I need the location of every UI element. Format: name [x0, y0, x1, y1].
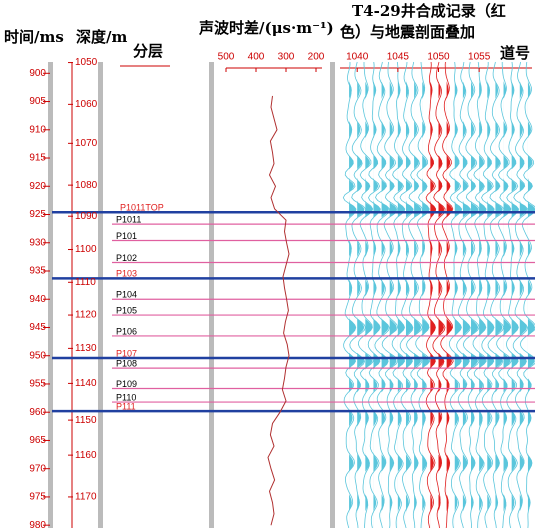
layer-label: P108 — [116, 359, 137, 369]
depth-tick-label: 1130 — [75, 343, 97, 354]
track-divider — [48, 62, 53, 528]
sonic-tick-label: 200 — [308, 52, 325, 63]
trace-fill — [479, 62, 486, 528]
time-tick-label: 980 — [29, 520, 46, 528]
layer-label: P1011TOP — [120, 203, 164, 213]
depth-tick-label: 1050 — [75, 57, 98, 68]
layer-label: P107 — [116, 348, 137, 358]
sonic-header: 声波时差/(μs·m⁻¹) — [198, 19, 334, 37]
layer-label: P103 — [116, 269, 137, 279]
sonic-tick-label: 400 — [248, 52, 265, 63]
depth-tick-label: 1090 — [75, 211, 98, 222]
track-divider — [98, 62, 103, 528]
figure: 时间/ms 深度/m 分层 声波时差/(μs·m⁻¹) T4-29井合成记录（红… — [0, 0, 535, 528]
sonic-tick-label: 500 — [218, 52, 235, 63]
layer-header: 分层 — [133, 42, 163, 60]
trace-tick-label: 1040 — [346, 52, 369, 63]
sonic-tick-label: 300 — [278, 52, 295, 63]
depth-tick-label: 1110 — [75, 277, 96, 288]
synthetic-header: T4-29井合成记录（红 — [352, 2, 506, 20]
depth-tick-label: 1070 — [75, 138, 98, 149]
synthetic-header: 色）与地震剖面叠加 — [340, 23, 475, 41]
layer-label: P109 — [116, 379, 137, 389]
trace-header: 道号 — [500, 44, 530, 62]
depth-header: 深度/m — [76, 28, 127, 46]
depth-tick-label: 1160 — [75, 450, 97, 461]
track-divider — [330, 62, 335, 528]
trace-fill — [455, 62, 462, 528]
layer-label: P101 — [116, 231, 137, 241]
layer-label: P105 — [116, 305, 137, 315]
depth-tick-label: 1140 — [75, 378, 97, 389]
track-divider — [209, 62, 214, 528]
depth-tick-label: 1120 — [75, 310, 97, 321]
trace-tick-label: 1050 — [427, 52, 450, 63]
time-header: 时间/ms — [4, 28, 64, 46]
trace-tick-label: 1055 — [468, 52, 491, 63]
layer-label: P102 — [116, 253, 137, 263]
trace-fill — [398, 62, 405, 528]
sonic-curve — [268, 96, 289, 525]
trace-tick-label: 1045 — [387, 52, 410, 63]
depth-tick-label: 1060 — [75, 99, 98, 110]
layer-label: P1011 — [116, 214, 141, 224]
layer-label: P111 — [116, 401, 136, 411]
depth-tick-label: 1100 — [75, 244, 97, 255]
trace-wiggle — [520, 62, 535, 528]
depth-tick-label: 1170 — [75, 492, 97, 503]
depth-tick-label: 1150 — [75, 415, 97, 426]
trace-fill — [422, 62, 429, 528]
depth-tick-label: 1080 — [75, 180, 98, 191]
layer-label: P106 — [116, 326, 137, 336]
composite-log: 时间/ms 深度/m 分层 声波时差/(μs·m⁻¹) T4-29井合成记录（红… — [0, 0, 535, 528]
layer-label: P104 — [116, 290, 137, 300]
